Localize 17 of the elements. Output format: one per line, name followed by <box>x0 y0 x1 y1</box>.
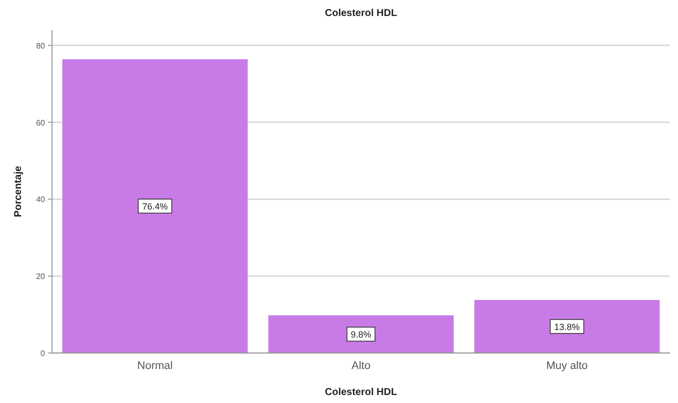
chart-title: Colesterol HDL <box>324 8 398 19</box>
data-label: 9.8% <box>350 330 372 340</box>
y-tick-label: 0 <box>40 349 46 358</box>
bar <box>474 300 660 353</box>
bar <box>268 315 454 353</box>
y-axis-title: Porcentaje <box>13 166 24 218</box>
data-label: 76.4% <box>142 202 168 212</box>
data-label: 13.8% <box>554 322 580 332</box>
x-tick-label: Normal <box>137 360 173 372</box>
bar <box>62 59 248 353</box>
x-tick-label: Alto <box>352 360 370 372</box>
x-axis-title: Colesterol HDL <box>324 387 398 398</box>
y-tick-label: 20 <box>36 272 46 282</box>
x-tick-label: Muy alto <box>546 360 588 372</box>
y-tick-label: 40 <box>36 195 46 204</box>
y-tick-label: 60 <box>36 118 46 128</box>
y-tick-label: 80 <box>36 41 46 50</box>
